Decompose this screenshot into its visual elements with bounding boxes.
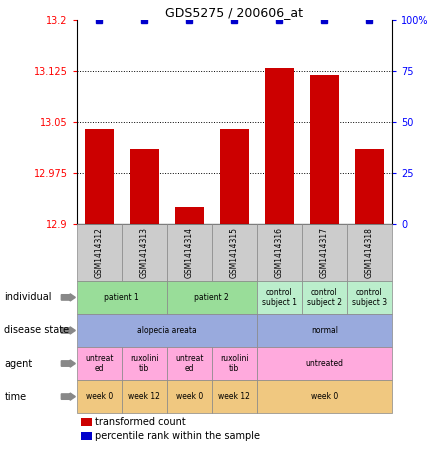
Text: GSM1414314: GSM1414314 (185, 227, 194, 278)
Text: transformed count: transformed count (95, 417, 186, 427)
Text: control
subject 1: control subject 1 (262, 288, 297, 307)
Bar (310, 75, 339, 224)
Text: disease state: disease state (4, 325, 70, 336)
Text: agent: agent (4, 358, 32, 369)
Bar (265, 68, 294, 224)
Text: GSM1414316: GSM1414316 (275, 227, 284, 278)
Text: normal: normal (311, 326, 338, 335)
Text: GSM1414315: GSM1414315 (230, 227, 239, 278)
Text: control
subject 3: control subject 3 (352, 288, 387, 307)
Text: untreat
ed: untreat ed (175, 354, 204, 373)
Text: week 12: week 12 (128, 392, 160, 401)
Text: individual: individual (4, 292, 52, 303)
Text: GSM1414312: GSM1414312 (95, 227, 104, 278)
Text: week 12: week 12 (219, 392, 250, 401)
Text: patient 1: patient 1 (104, 293, 139, 302)
Text: untreat
ed: untreat ed (85, 354, 113, 373)
Bar (175, 207, 204, 224)
Text: GSM1414318: GSM1414318 (365, 227, 374, 278)
Text: control
subject 2: control subject 2 (307, 288, 342, 307)
Text: ruxolini
tib: ruxolini tib (220, 354, 249, 373)
Text: alopecia areata: alopecia areata (137, 326, 197, 335)
Text: week 0: week 0 (311, 392, 338, 401)
Bar (220, 129, 249, 224)
Text: untreated: untreated (305, 359, 343, 368)
Text: week 0: week 0 (176, 392, 203, 401)
Text: week 0: week 0 (85, 392, 113, 401)
Bar (130, 149, 159, 224)
Bar (355, 149, 384, 224)
Text: GSM1414313: GSM1414313 (140, 227, 149, 278)
Bar (85, 129, 114, 224)
Text: percentile rank within the sample: percentile rank within the sample (95, 431, 261, 441)
Text: ruxolini
tib: ruxolini tib (130, 354, 159, 373)
Title: GDS5275 / 200606_at: GDS5275 / 200606_at (165, 6, 304, 19)
Text: time: time (4, 391, 27, 402)
Text: patient 2: patient 2 (194, 293, 229, 302)
Text: GSM1414317: GSM1414317 (320, 227, 329, 278)
